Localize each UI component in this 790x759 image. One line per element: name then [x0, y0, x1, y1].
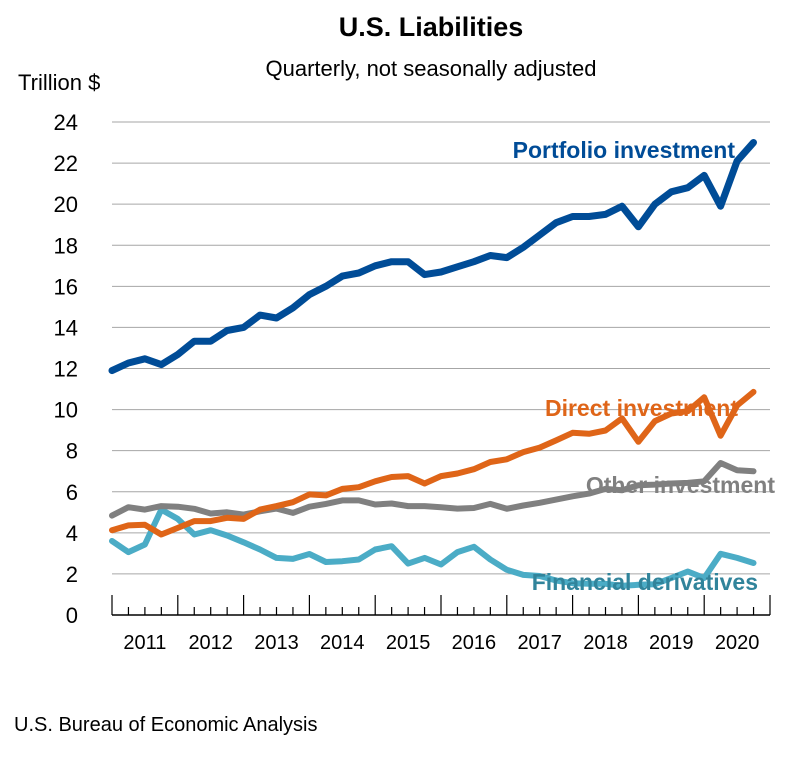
y-tick-label: 10 [54, 398, 78, 423]
y-tick-label: 16 [54, 274, 78, 299]
y-tick-label: 4 [66, 521, 78, 546]
y-tick-label: 18 [54, 233, 78, 258]
series-line-portfolio-investment [108, 139, 757, 375]
y-tick-label: 6 [66, 480, 78, 505]
y-tick-label: 0 [66, 603, 78, 628]
y-axis-label: Trillion $ [18, 70, 101, 95]
y-tick-label: 12 [54, 357, 78, 382]
x-tick-label: 2013 [254, 632, 299, 654]
series-label: Other investment [586, 472, 775, 498]
series-label: Direct investment [545, 395, 738, 421]
x-tick-label: 2019 [649, 632, 694, 654]
chart-title: U.S. Liabilities [338, 12, 524, 42]
x-tick-label: 2012 [188, 632, 233, 654]
x-tick-label: 2020 [715, 632, 760, 654]
y-tick-label: 2 [66, 562, 78, 587]
y-tick-label: 24 [54, 110, 78, 135]
y-tick-label: 20 [54, 192, 78, 217]
series-line-financial-derivatives [109, 506, 757, 589]
x-tick-label: 2017 [517, 632, 562, 654]
series-label: Portfolio investment [513, 137, 736, 163]
series-label: Financial derivatives [532, 569, 758, 595]
x-tick-label: 2014 [320, 632, 365, 654]
series-line-direct-investment [109, 388, 757, 538]
series-line-other-investment [109, 460, 757, 519]
x-tick-label: 2015 [386, 632, 431, 654]
source-note: U.S. Bureau of Economic Analysis [14, 714, 318, 736]
y-tick-label: 8 [66, 439, 78, 464]
x-tick-label: 2011 [123, 632, 166, 654]
chart-subtitle: Quarterly, not seasonally adjusted [265, 56, 597, 81]
x-tick-label: 2016 [452, 632, 497, 654]
y-tick-label: 14 [54, 315, 78, 340]
x-tick-label: 2018 [583, 632, 628, 654]
y-tick-label: 22 [54, 151, 78, 176]
